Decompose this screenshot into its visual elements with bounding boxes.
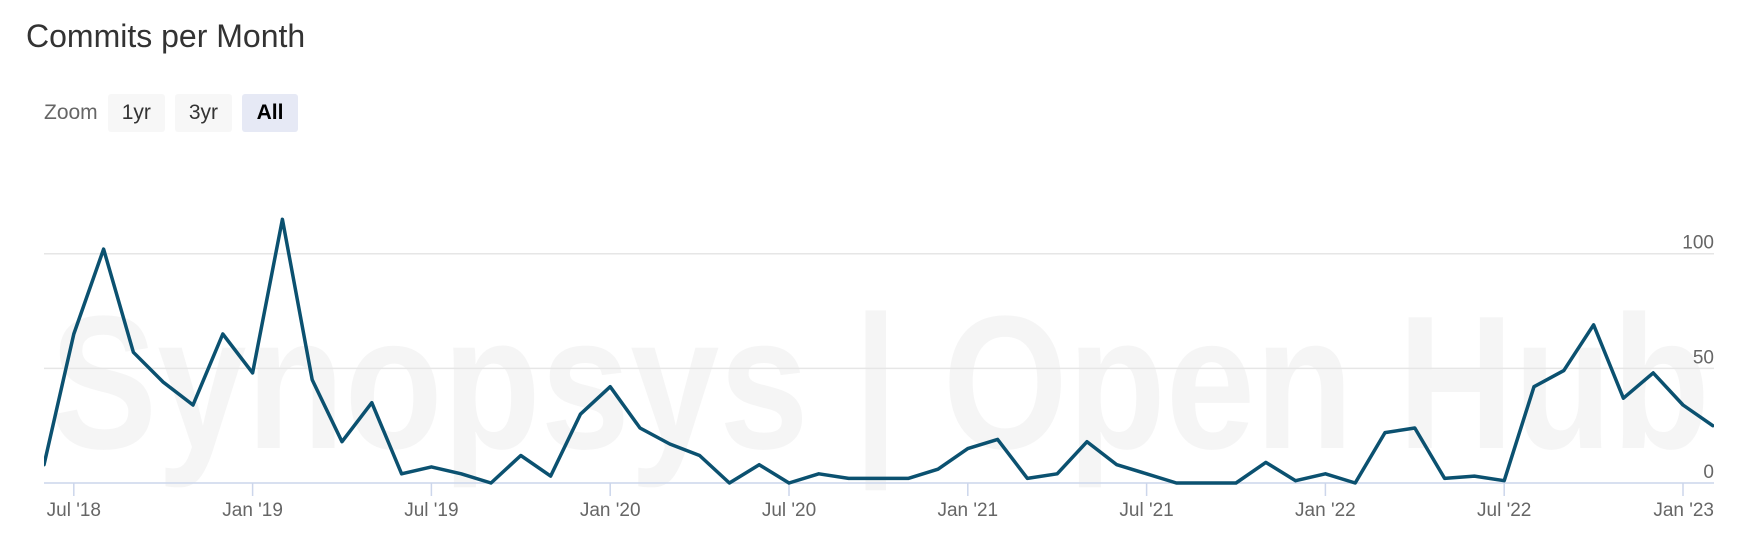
series-line-0 xyxy=(44,217,1714,485)
x-tick-label: Jul '21 xyxy=(1119,500,1173,521)
y-tick-label: 50 xyxy=(1693,347,1714,368)
x-tick-label: Jan '19 xyxy=(222,500,283,521)
x-tick-label: Jul '18 xyxy=(47,500,101,521)
zoom-1yr-button[interactable]: 1yr xyxy=(107,94,165,132)
x-tick-label: Jul '19 xyxy=(404,500,458,521)
y-tick-label: 100 xyxy=(1682,233,1714,254)
zoom-label: Zoom xyxy=(44,101,98,124)
x-tick-label: Jul '20 xyxy=(762,500,816,521)
chart-title: Commits per Month xyxy=(26,18,306,54)
zoom-all-button[interactable]: All xyxy=(242,94,299,132)
zoom-3yr-button[interactable]: 3yr xyxy=(174,94,233,132)
x-tick-label: Jan '21 xyxy=(937,500,998,521)
x-tick-label: Jan '22 xyxy=(1295,500,1356,521)
x-tick-label: Jan '23 xyxy=(1653,500,1714,521)
x-tick-label: Jul '22 xyxy=(1477,500,1531,521)
x-tick-label: Jan '20 xyxy=(580,500,641,521)
zoom-controls: Zoom 1yr 3yr All xyxy=(44,94,308,132)
y-tick-label: 0 xyxy=(1703,462,1714,483)
